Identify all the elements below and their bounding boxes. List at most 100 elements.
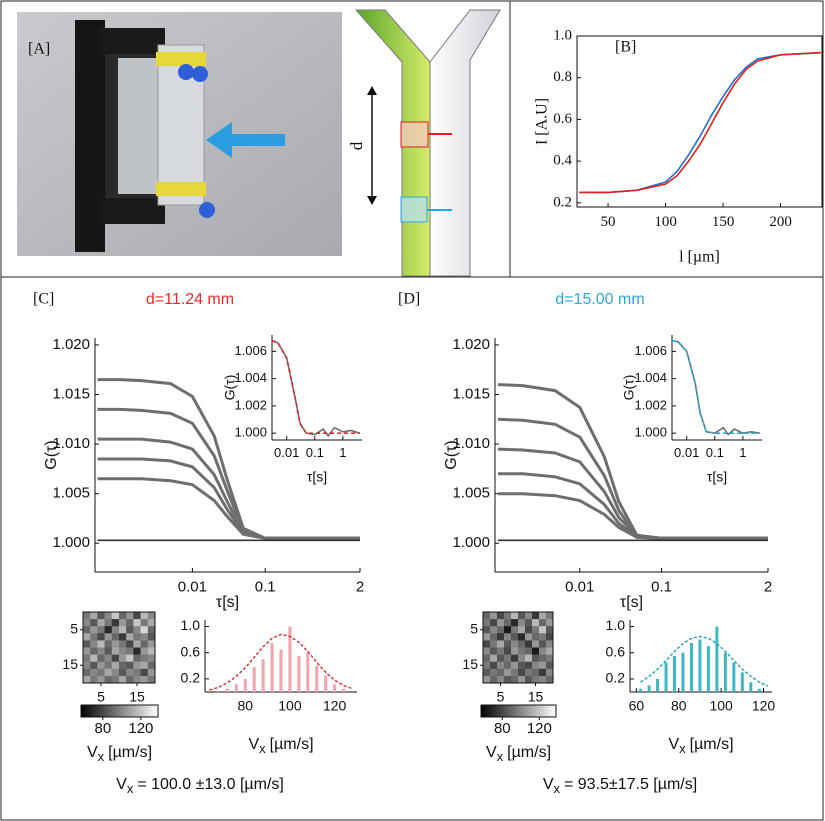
heatmap-cell: [525, 654, 533, 662]
heatmap-cell: [525, 633, 533, 641]
heatmap-cell: [147, 640, 156, 648]
heatmap-cell: [497, 661, 505, 670]
heatmap-cell: [83, 668, 91, 677]
heatmap-frame: [82, 611, 156, 684]
y-axis-label: G(τ): [621, 375, 637, 401]
heatmap-cell: [126, 626, 134, 634]
label-rest: [µm/s]: [270, 736, 314, 753]
heatmap-cell: [511, 612, 519, 620]
label-sub: x: [679, 741, 686, 756]
data-line: [671, 339, 760, 436]
data-line: [579, 51, 821, 194]
heatmap-cell: [90, 654, 98, 662]
label-main: V: [116, 776, 127, 793]
heatmap-cell: [546, 647, 554, 655]
heatmap-cell: [140, 661, 149, 670]
heatmap-cell: [133, 647, 141, 655]
heatmap-cell: [147, 661, 156, 670]
heatmap-cell: [483, 647, 491, 655]
channel-diagram: [354, 9, 501, 277]
label-sub: x: [553, 781, 560, 796]
heatmap-cell: [546, 661, 554, 670]
heatmap-cell: [490, 619, 498, 627]
heatmap-cell: [539, 647, 547, 655]
heatmap-cell: [83, 619, 91, 627]
heatmap-cell: [546, 640, 554, 648]
heatmap-cell: [126, 675, 134, 684]
heatmap-cell: [133, 654, 141, 662]
heatmap-cell: [525, 661, 533, 670]
data-line: [271, 339, 361, 438]
heatmap-cell: [490, 654, 498, 662]
heatmap-cell: [518, 633, 526, 641]
heatmap-cell: [483, 626, 491, 634]
x-tick-label: 0.1: [651, 578, 672, 595]
heatmap-cell: [97, 654, 105, 662]
y-tick-label: 1.000: [52, 534, 90, 551]
x-tick-label: 2: [764, 578, 772, 595]
bar: [261, 659, 265, 692]
result-text: Vx = 100.0 ±13.0 [µm/s]: [116, 776, 284, 796]
heatmap-cell: [83, 647, 91, 655]
heatmap-cell: [532, 654, 540, 662]
heatmap-cell: [525, 647, 533, 655]
heatmap-cell: [140, 647, 149, 655]
colorbar-label: Vx [µm/s]: [87, 744, 152, 764]
y-tick-label: 1.010: [52, 435, 90, 452]
panel-label: [B]: [615, 39, 636, 56]
bar: [639, 688, 643, 692]
label-main: V: [668, 736, 679, 753]
y-axis-label: G(τ): [43, 440, 60, 469]
y-tick-label: 1.005: [452, 485, 490, 502]
heatmap-cell: [483, 619, 491, 627]
heatmap-cell: [83, 654, 91, 662]
bar: [279, 649, 283, 692]
heatmap-cell: [83, 612, 91, 620]
heatmap-cell: [511, 668, 519, 677]
heatmap-cell: [119, 626, 127, 634]
heatmap-cell: [133, 675, 141, 684]
y-tick-label: 1.015: [452, 385, 490, 402]
heatmap-cell: [497, 612, 505, 620]
heatmap-cell: [90, 661, 98, 670]
heatmap-cell: [90, 647, 98, 655]
data-line: [497, 417, 768, 540]
colorbar: [480, 704, 557, 718]
heatmap-cell: [140, 633, 149, 641]
heatmap-cell: [497, 619, 505, 627]
x-tick-label: 150: [712, 214, 735, 230]
bar: [757, 688, 761, 692]
heatmap-cell: [546, 633, 554, 641]
heatmap-cell: [119, 619, 127, 627]
colorbar: [80, 704, 159, 718]
x-tick-label: 15: [528, 688, 544, 704]
heatmap-cell: [126, 633, 134, 641]
panel-label: [C]: [33, 291, 54, 308]
heatmap-cell: [525, 612, 533, 620]
heatmap-cell: [104, 668, 113, 677]
panel-label: [D]: [398, 291, 420, 308]
y-tick-label: 1.000: [634, 425, 667, 440]
heatmap-cell: [532, 619, 540, 627]
x-tick-label: 120: [323, 697, 347, 713]
heatmap-cell: [147, 668, 156, 677]
heatmap-cell: [97, 626, 105, 634]
bar: [216, 690, 220, 692]
x-tick-label: 1: [339, 445, 346, 460]
heatmap-cell: [111, 668, 120, 677]
heatmap-cell: [511, 661, 519, 670]
heatmap-cell: [525, 675, 533, 684]
bar: [297, 656, 301, 692]
bar: [723, 652, 727, 692]
x-tick-label: 15: [129, 688, 145, 704]
x-axis-label: l [µm]: [679, 249, 720, 266]
heatmap-cell: [90, 626, 98, 634]
x-tick-label: 200: [769, 214, 792, 230]
heatmap-cell: [133, 661, 141, 670]
heatmap-cell: [532, 633, 540, 641]
heatmap-cell: [483, 675, 491, 684]
heatmap-cell: [126, 612, 134, 620]
bar: [647, 685, 651, 692]
heatmap-cell: [539, 612, 547, 620]
